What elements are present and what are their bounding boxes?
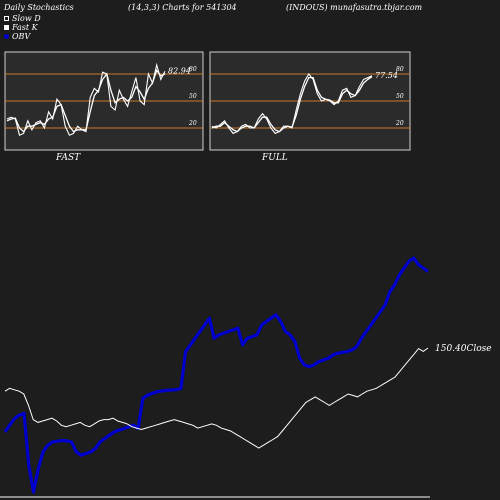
full-panel-label: FULL: [262, 153, 288, 163]
obv-line: [3, 256, 429, 494]
fast-tick-label: 80: [189, 66, 197, 73]
full-tick-label: 80: [396, 66, 404, 73]
obv-swatch: [4, 34, 9, 39]
full-tick-label: 20: [395, 120, 404, 127]
full-slow-d-line: [211, 76, 373, 133]
slow-d-swatch: [4, 16, 9, 21]
fast-last-value: 82.94: [168, 66, 191, 75]
fast-panel-label: FAST: [56, 153, 81, 163]
close-price-line: [4, 347, 429, 449]
fast-fast-k-line: [6, 62, 166, 136]
fast-k-swatch: [4, 25, 9, 30]
full-tick-label: 50: [396, 93, 404, 100]
chart-source: (INDOUS) munafasutra.tbjar.com: [286, 3, 423, 12]
legend-obv: OBV: [4, 32, 41, 41]
chart-params: (14,3,3) Charts for 541304: [128, 3, 237, 12]
legend: Slow D Fast K OBV: [4, 14, 41, 41]
full-last-value: 77.54: [375, 71, 398, 80]
legend-slow-d: Slow D: [4, 14, 41, 23]
fast-slow-d-line: [6, 69, 166, 133]
chart-title: Daily Stochastics: [4, 3, 74, 12]
close-label: 150.40Close: [435, 344, 492, 354]
fast-tick-label: 50: [189, 93, 197, 100]
legend-fast-k: Fast K: [4, 23, 41, 32]
fast-tick-label: 20: [188, 120, 197, 127]
